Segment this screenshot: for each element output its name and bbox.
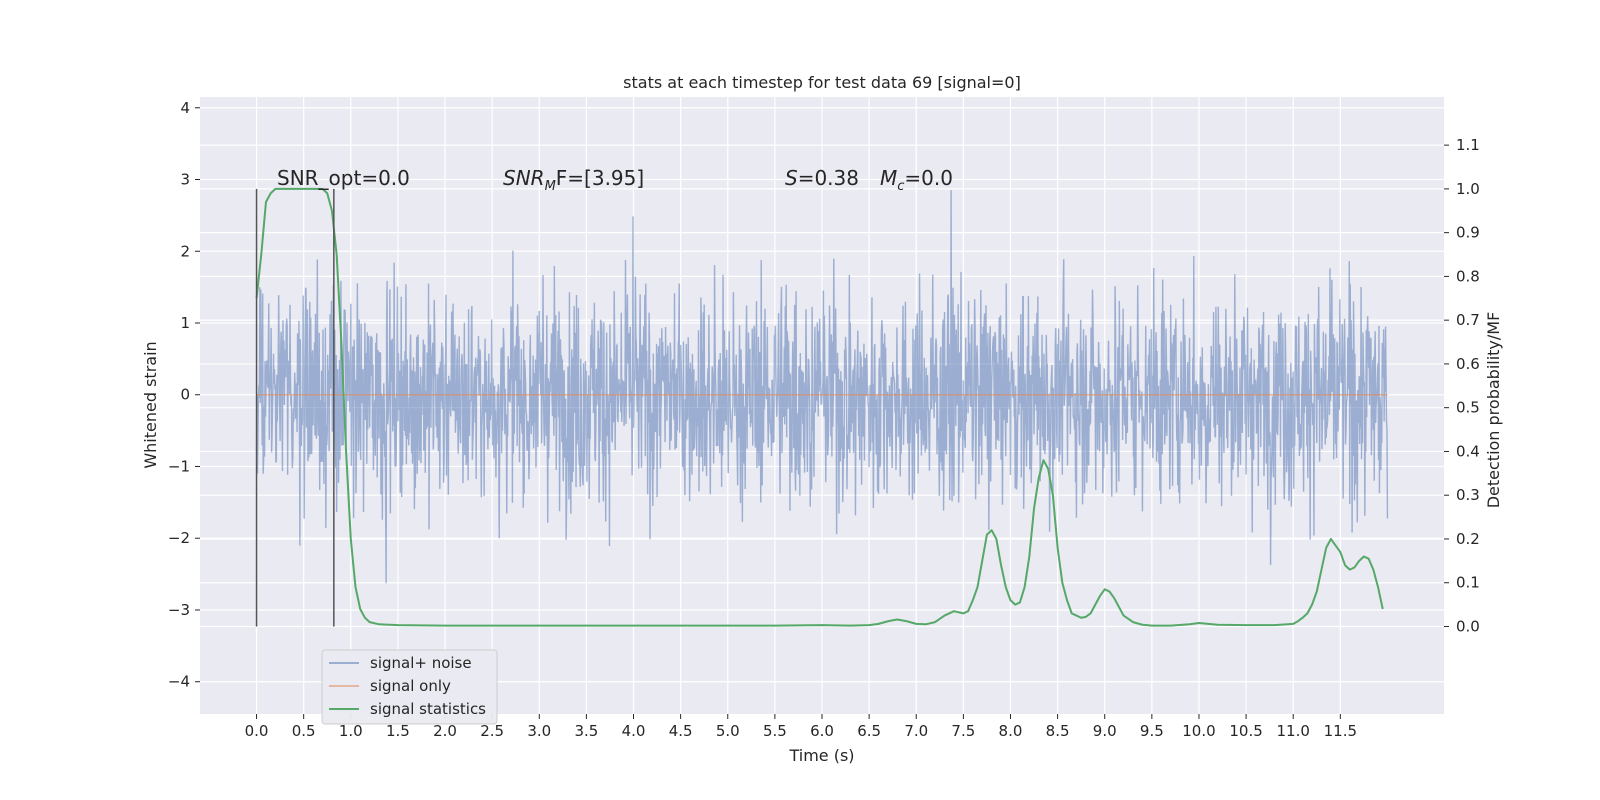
y-tick-label: −1 [168,457,190,475]
legend: signal+ noise signal only signal statist… [321,649,498,725]
y-axis-label: Whitened strain [141,341,160,468]
y-axis-right-label: Detection probability/MF [1484,312,1503,509]
annotation-mc: Mc=0.0 [880,166,953,194]
x-tick-label: 1.0 [339,722,363,740]
annotation-snr-mf: SNRMF=[3.95] [503,166,644,194]
x-tick-label: 3.5 [574,722,598,740]
y-tick-label: 2 [180,242,190,260]
y-axis-ticks: −4 −3 −2 −1 0 1 2 3 4 [168,99,200,691]
x-tick-label: 9.0 [1093,722,1117,740]
legend-label-signal-noise: signal+ noise [370,654,472,672]
x-tick-label: 2.0 [433,722,457,740]
legend-box [321,649,498,725]
annotation-mc-rest: =0.0 [904,166,953,190]
y-tick-label: −4 [168,673,190,691]
annotation-s-rest: =0.38 [798,166,859,190]
annotation-snr-opt: SNR_opt=0.0 [277,166,410,190]
y-right-tick-label: 0.2 [1456,530,1480,548]
x-tick-label: 2.5 [480,722,504,740]
x-axis-ticks: 0.0 0.5 1.0 1.5 2.0 2.5 3.0 3.5 4.0 4.5 5.0 5.5 6.0 6… [245,714,1357,740]
x-tick-label: 9.5 [1140,722,1164,740]
x-tick-label: 4.5 [669,722,693,740]
y-tick-label: 1 [180,314,190,332]
y-tick-label: 3 [180,171,190,189]
series-layer [255,187,1388,627]
x-tick-label: 6.5 [857,722,881,740]
y-right-tick-label: 0.0 [1456,617,1480,635]
x-tick-label: 10.0 [1182,722,1215,740]
y-tick-label: 4 [180,99,190,117]
x-tick-label: 3.0 [527,722,551,740]
y-axis-right-ticks: 0.0 0.1 0.2 0.3 0.4 0.5 0.6 0.7 0.8 0.9 1.0 1.1 [1444,136,1480,635]
annotation-mc-sub: c [897,179,904,194]
x-tick-label: 6.0 [810,722,834,740]
x-tick-label: 7.0 [904,722,928,740]
x-tick-label: 11.5 [1324,722,1357,740]
chart-title: stats at each timestep for test data 69 … [623,73,1021,92]
x-tick-label: 11.0 [1277,722,1310,740]
annotation-snr-mf-sub: M [545,179,556,194]
y-tick-label: 0 [180,386,190,404]
y-right-tick-label: 1.1 [1456,136,1480,154]
x-tick-label: 4.0 [622,722,646,740]
legend-label-signal-statistics: signal statistics [370,700,486,718]
x-tick-label: 0.0 [245,722,269,740]
y-right-tick-label: 0.1 [1456,574,1480,592]
y-right-tick-label: 0.9 [1456,224,1480,242]
annotation-s: S=0.38 [785,166,859,190]
x-tick-label: 10.5 [1229,722,1262,740]
vertical-markers [255,188,335,627]
annotation-mc-main: M [880,166,897,190]
y-tick-label: −3 [168,601,190,619]
x-tick-label: 5.5 [763,722,787,740]
y-right-tick-label: 0.7 [1456,311,1480,329]
y-right-tick-label: 0.6 [1456,355,1480,373]
annotation-snr-mf-main: SNR [503,166,545,190]
y-right-tick-label: 1.0 [1456,180,1480,198]
y-right-tick-label: 0.3 [1456,486,1480,504]
y-right-tick-label: 0.8 [1456,267,1480,285]
x-tick-label: 8.0 [999,722,1023,740]
x-tick-label: 5.0 [716,722,740,740]
annotation-snr-mf-rest: F=[3.95] [556,166,644,190]
x-tick-label: 8.5 [1046,722,1070,740]
annotation-s-main: S [785,166,798,190]
y-right-tick-label: 0.4 [1456,442,1480,460]
legend-label-signal-only: signal only [370,677,451,695]
y-right-tick-label: 0.5 [1456,399,1480,417]
x-axis-label: Time (s) [788,746,854,765]
x-tick-label: 7.5 [951,722,975,740]
x-tick-label: 1.5 [386,722,410,740]
y-tick-label: −2 [168,529,190,547]
x-tick-label: 0.5 [292,722,316,740]
series-line-signal-statistics [255,187,1384,627]
